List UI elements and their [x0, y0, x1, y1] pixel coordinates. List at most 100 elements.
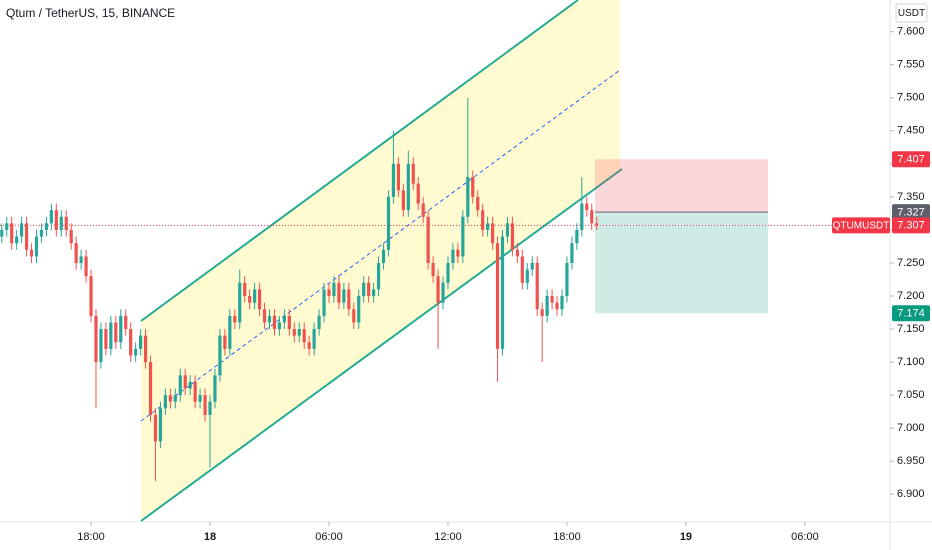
candle-body — [188, 381, 192, 389]
candle-body — [406, 163, 410, 211]
candle-body — [143, 335, 148, 363]
candle-body — [307, 342, 311, 349]
candle-body — [20, 223, 24, 237]
y-tick-label: 7.600 — [897, 26, 925, 38]
candle-body — [357, 296, 361, 323]
candle-body — [248, 296, 252, 303]
candle-body — [129, 329, 133, 356]
candle-body — [560, 296, 564, 310]
candle-body — [456, 249, 460, 257]
candle-body — [253, 289, 257, 303]
y-tick-label: 7.350 — [897, 191, 925, 203]
candle-body — [302, 329, 306, 343]
candle-body — [59, 216, 63, 230]
candle-body — [178, 375, 182, 396]
candle-body — [134, 348, 138, 356]
candle-body — [15, 236, 19, 244]
candle-body — [79, 256, 83, 263]
candle-body — [565, 262, 569, 297]
candle-body — [362, 282, 366, 297]
candle-body — [163, 395, 167, 409]
y-tick-label: 7.450 — [897, 125, 925, 137]
y-tick-label: 6.900 — [897, 488, 925, 500]
candle-body — [401, 190, 405, 211]
symbol-label: QTUMUSDT — [833, 220, 890, 231]
candle-body — [580, 203, 584, 230]
candle-body — [312, 329, 316, 349]
candle-body — [525, 269, 529, 283]
candle-body — [272, 315, 277, 330]
y-tick-label: 7.200 — [897, 290, 925, 302]
candle-body — [74, 243, 78, 263]
channel-lower — [140, 168, 623, 522]
candle-body — [471, 177, 475, 197]
candle-body — [213, 375, 217, 402]
candle-body — [109, 322, 113, 349]
candle-body — [436, 276, 440, 303]
candle-body — [49, 210, 53, 224]
candle-body — [555, 302, 559, 310]
candle-body — [590, 210, 594, 224]
candle-body — [297, 329, 301, 336]
candle-body — [476, 196, 480, 211]
candle-body — [530, 262, 534, 270]
candle-body — [5, 223, 9, 230]
candle-body — [124, 315, 128, 330]
candle-body — [446, 262, 450, 283]
candle-body — [411, 163, 415, 184]
price-marker-label: 7.407 — [897, 154, 925, 166]
candle-body — [490, 223, 495, 244]
candle-body — [367, 282, 371, 297]
price-marker-label: 7.307 — [897, 220, 925, 232]
candle-body — [44, 223, 49, 230]
candle-body — [228, 315, 232, 349]
candle-body — [10, 223, 14, 244]
candle-body — [173, 395, 177, 402]
candle-body — [262, 309, 267, 323]
candle-body — [84, 256, 88, 277]
y-tick-label: 7.250 — [897, 257, 925, 269]
y-tick-label: 7.150 — [897, 323, 925, 335]
candle-body — [29, 249, 34, 257]
target-zone — [595, 212, 768, 314]
channel-fill — [141, 0, 620, 521]
candle-body — [595, 223, 599, 226]
candle-body — [223, 335, 227, 349]
candle-body — [287, 315, 291, 330]
x-tick-label: 18:00 — [553, 531, 581, 543]
candle-body — [372, 289, 376, 297]
candle-body — [332, 282, 336, 297]
price-marker — [892, 305, 930, 322]
candle-body — [376, 262, 381, 290]
candle-body — [451, 249, 455, 263]
candle-body — [535, 262, 539, 310]
symbol-marker — [832, 217, 890, 234]
channel-upper — [140, 0, 579, 322]
candle-body — [24, 223, 29, 250]
channel-drawing — [140, 0, 768, 522]
currency-label: USDT — [898, 8, 925, 19]
candle-body — [257, 289, 262, 310]
y-tick-label: 6.950 — [897, 455, 925, 467]
candle-body — [466, 177, 470, 217]
price-marker-label: 7.174 — [897, 308, 925, 320]
candle-body — [540, 309, 544, 316]
candle-body — [520, 256, 524, 283]
candle-body — [381, 249, 386, 263]
candle-body — [461, 216, 465, 257]
candle-body — [545, 296, 549, 316]
candle-body — [495, 243, 500, 349]
candle-body — [510, 223, 515, 250]
candle-body — [208, 401, 212, 415]
y-tick-label: 7.100 — [897, 356, 925, 368]
candle-body — [317, 315, 321, 330]
candle-body — [347, 289, 351, 310]
candle-body — [198, 395, 202, 402]
x-tick-label: 06:00 — [315, 531, 343, 543]
candle-body — [486, 223, 490, 230]
candle-body — [416, 183, 420, 204]
y-tick-label: 7.550 — [897, 59, 925, 71]
candle-body — [386, 196, 391, 250]
price-marker — [892, 204, 930, 221]
